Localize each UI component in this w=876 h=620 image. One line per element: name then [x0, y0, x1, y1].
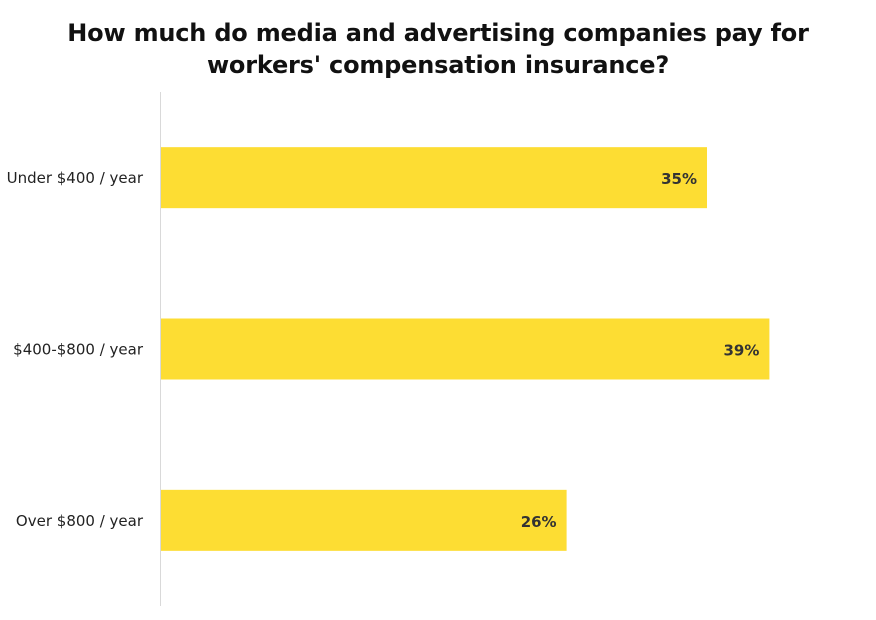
bars-group: Under $400 / year 35% $400-$800 / year 39% O… [7, 147, 770, 551]
value-label-2: 26% [521, 513, 557, 531]
value-label-0: 35% [661, 170, 697, 188]
value-label-1: 39% [723, 342, 759, 360]
chart-title: How much do media and advertising compan… [0, 17, 876, 81]
category-label-2: Over $800 / year [16, 512, 144, 530]
bar-2 [161, 489, 567, 551]
chart-title-line-2: workers' compensation insurance? [206, 51, 670, 79]
category-label-1: $400-$800 / year [13, 341, 144, 359]
bar-0 [161, 147, 707, 209]
chart-title-line-1: How much do media and advertising compan… [67, 19, 809, 47]
bar-1 [161, 318, 770, 380]
category-label-0: Under $400 / year [7, 169, 144, 187]
